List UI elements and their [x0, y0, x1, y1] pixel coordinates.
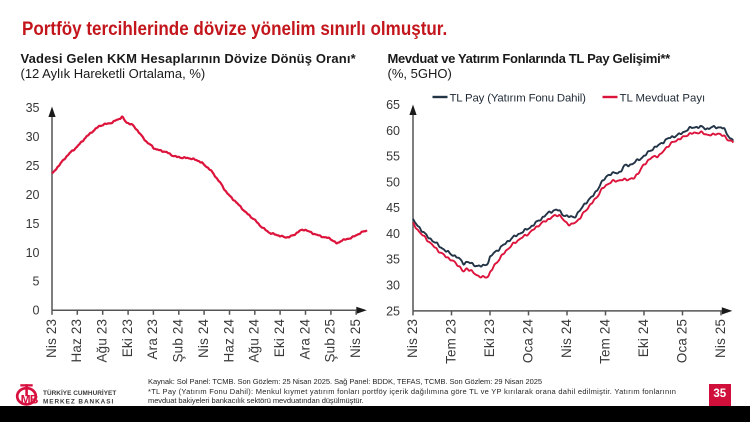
svg-text:Nis 23: Nis 23: [405, 319, 420, 358]
svg-text:Tem 23: Tem 23: [443, 319, 458, 364]
svg-text:55: 55: [386, 150, 400, 164]
svg-text:Ağu 24: Ağu 24: [247, 318, 262, 362]
svg-text:TÜRKİYE CUMHURİYET: TÜRKİYE CUMHURİYET: [43, 388, 116, 397]
svg-text:35: 35: [386, 253, 400, 267]
svg-text:20: 20: [26, 188, 40, 202]
svg-text:Nis 25: Nis 25: [348, 319, 363, 358]
svg-text:MERKEZ BANKASI: MERKEZ BANKASI: [43, 398, 114, 405]
svg-text:Eki 23: Eki 23: [120, 319, 135, 357]
svg-text:Oca 25: Oca 25: [674, 319, 689, 363]
svg-text:Eki 24: Eki 24: [272, 318, 287, 357]
svg-text:0: 0: [33, 304, 40, 318]
svg-text:Nis 23: Nis 23: [44, 319, 59, 358]
svg-text:TL Pay (Yatırım Fonu Dahil): TL Pay (Yatırım Fonu Dahil): [450, 92, 587, 104]
svg-text:10: 10: [26, 246, 40, 260]
svg-text:Nis 24: Nis 24: [559, 318, 574, 358]
svg-text:40: 40: [386, 227, 400, 241]
svg-text:Şub 24: Şub 24: [171, 318, 186, 362]
svg-text:45: 45: [386, 201, 400, 215]
svg-text:30: 30: [386, 279, 400, 293]
svg-text:Ağu 23: Ağu 23: [95, 319, 110, 363]
svg-text:MB: MB: [21, 393, 39, 407]
svg-text:Nis 24: Nis 24: [196, 318, 211, 358]
svg-text:Ara 23: Ara 23: [145, 319, 160, 360]
svg-text:Eki 24: Eki 24: [636, 318, 651, 357]
svg-text:35: 35: [26, 101, 40, 115]
svg-text:25: 25: [386, 304, 400, 318]
svg-text:65: 65: [386, 98, 400, 112]
svg-text:25: 25: [26, 159, 40, 173]
svg-text:Eki 23: Eki 23: [482, 319, 497, 357]
svg-text:30: 30: [26, 130, 40, 144]
svg-text:Nis 25: Nis 25: [713, 319, 728, 358]
svg-text:TL Mevduat Payı: TL Mevduat Payı: [620, 92, 706, 104]
svg-text:Şub 25: Şub 25: [323, 319, 338, 363]
svg-text:Tem 24: Tem 24: [597, 318, 612, 363]
svg-text:Oca 24: Oca 24: [520, 318, 535, 363]
svg-text:Haz 23: Haz 23: [69, 319, 84, 363]
svg-text:60: 60: [386, 124, 400, 138]
svg-text:Ara 24: Ara 24: [297, 318, 312, 359]
svg-text:50: 50: [386, 175, 400, 189]
svg-text:15: 15: [26, 217, 40, 231]
svg-text:5: 5: [33, 275, 40, 289]
svg-text:Haz 24: Haz 24: [221, 318, 236, 362]
